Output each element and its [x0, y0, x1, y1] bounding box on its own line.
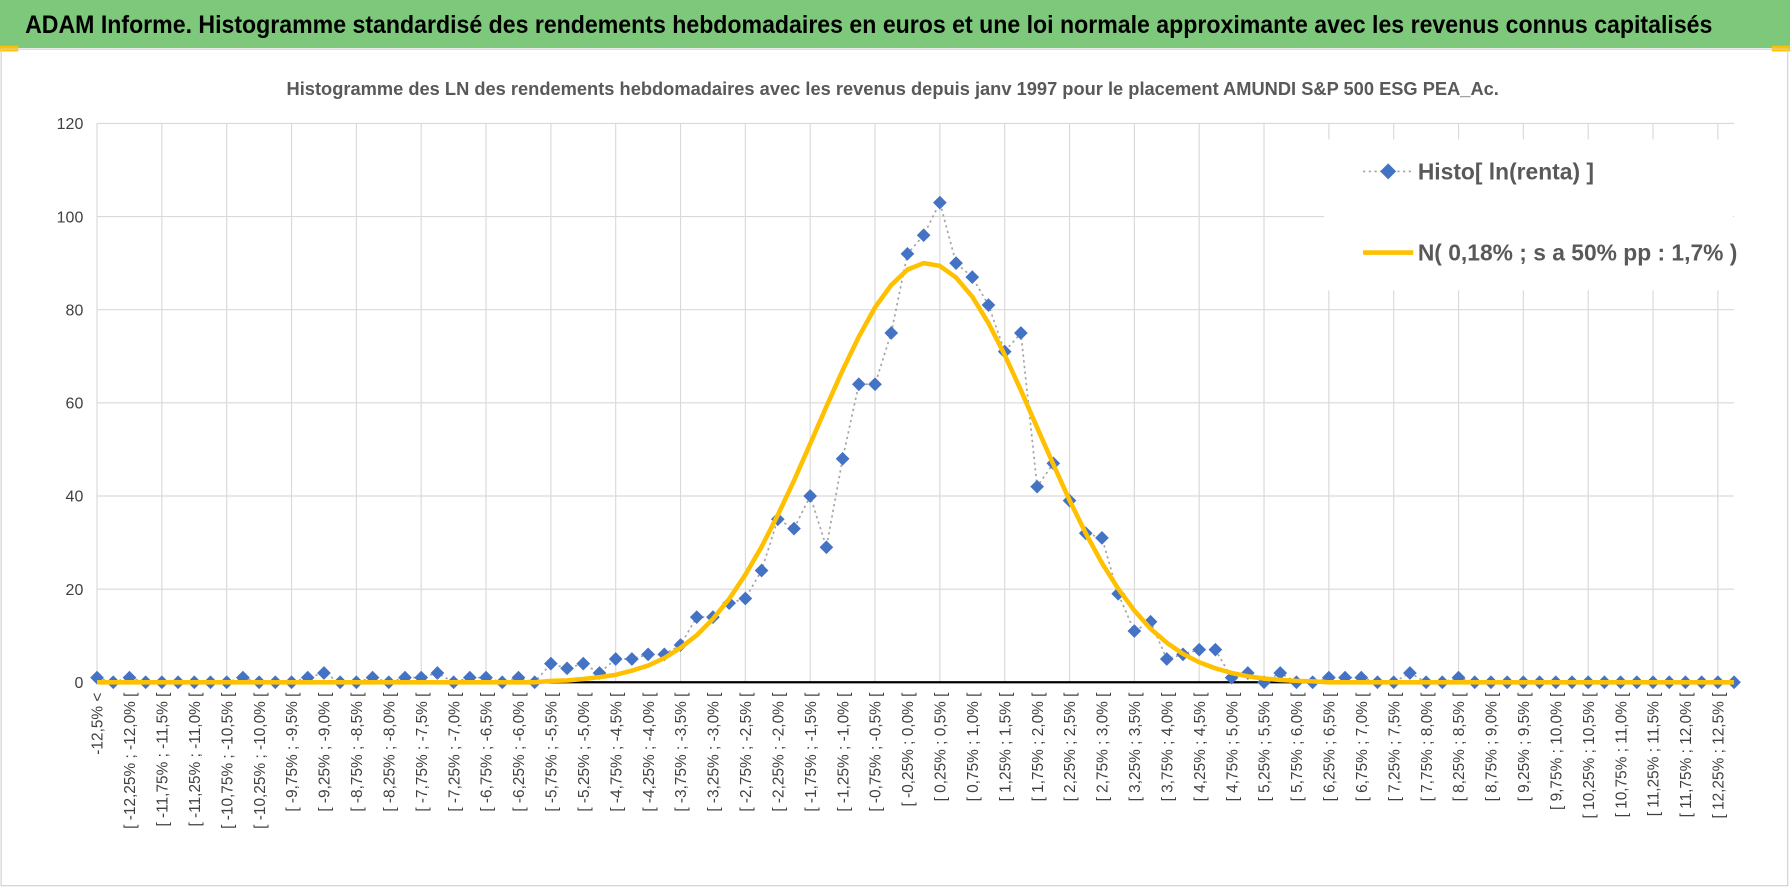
x-tick-label: [ 6,25% ; 6,5% [ — [1322, 692, 1339, 802]
x-tick-label: [ 4,75% ; 5,0% [ — [1224, 692, 1241, 802]
header-bar — [0, 0, 1790, 48]
x-tick-label: [ -1,75% ; -1,5% [ — [803, 692, 820, 812]
y-tick-label: 40 — [66, 489, 84, 506]
x-tick-label: [ 8,25% ; 8,5% [ — [1451, 692, 1468, 802]
x-tick-label: [ -8,75% ; -8,5% [ — [349, 692, 366, 812]
x-tick-label: [ 3,25% ; 3,5% [ — [1127, 692, 1144, 802]
x-tick-label: [ 6,75% ; 7,0% [ — [1354, 692, 1371, 802]
x-tick-label: [ -6,25% ; -6,0% [ — [511, 692, 528, 812]
x-tick-label: [ 1,75% ; 2,0% [ — [1030, 692, 1047, 802]
x-tick-label: [ -9,75% ; -9,5% [ — [284, 692, 301, 812]
y-tick-label: 80 — [66, 302, 84, 319]
data-point — [625, 652, 639, 666]
x-tick-label: [ 8,75% ; 9,0% [ — [1484, 692, 1501, 802]
x-tick-label: [ -7,75% ; -7,5% [ — [414, 692, 431, 812]
legend-box — [1324, 139, 1733, 291]
data-point — [916, 228, 931, 243]
x-tick-label: [ -8,25% ; -8,0% [ — [381, 692, 398, 812]
x-tick-label: [ -6,75% ; -6,5% [ — [479, 692, 496, 812]
x-tick-label: [ 5,75% ; 6,0% [ — [1289, 692, 1306, 802]
x-tick-label: [ -10,75% ; -10,5% [ — [219, 692, 236, 829]
x-tick-label: [ -10,25% ; -10,0% [ — [252, 692, 269, 829]
x-tick-label: [ -3,75% ; -3,5% [ — [673, 692, 690, 812]
y-tick-label: 20 — [66, 582, 84, 599]
x-tick-label: [ -4,25% ; -4,0% [ — [641, 692, 658, 812]
x-tick-label: [ 7,75% ; 8,0% [ — [1419, 692, 1436, 802]
x-tick-label: [ 2,75% ; 3,0% [ — [1095, 692, 1112, 802]
x-tick-label: [ -0,25% ; 0,0% [ — [900, 692, 917, 807]
data-point — [787, 521, 801, 536]
x-tick-label: [ 0,75% ; 1,0% [ — [965, 692, 982, 802]
data-point — [608, 652, 623, 666]
x-tick-label: [ -9,25% ; -9,0% [ — [317, 692, 334, 812]
data-point — [754, 563, 769, 578]
x-tick-label: [ -2,75% ; -2,5% [ — [738, 692, 755, 812]
x-tick-label: -12,5% < — [90, 693, 107, 755]
x-tick-label: [ 11,75% ; 12,0% [ — [1678, 692, 1695, 818]
x-tick-label: [ 7,25% ; 7,5% [ — [1386, 692, 1403, 802]
data-point — [430, 666, 445, 680]
x-tick-label: [ -12,25% ; -12,0% [ — [122, 692, 139, 829]
x-tick-label: [ 10,75% ; 11,0% [ — [1613, 692, 1630, 818]
x-tick-label: [ -3,25% ; -3,0% [ — [706, 692, 723, 812]
legend-marker — [1380, 163, 1397, 180]
legend-label: N( 0,18% ; s a 50% pp : 1,7% ) — [1418, 240, 1738, 266]
x-tick-label: [ -4,75% ; -4,5% [ — [608, 692, 625, 812]
chart-title: Histogramme des LN des rendements hebdom… — [287, 78, 1499, 99]
x-tick-label: [ 0,25% ; 0,5% [ — [933, 692, 950, 802]
y-tick-label: 60 — [66, 396, 84, 413]
data-point — [560, 661, 574, 676]
x-tick-label: [ 4,25% ; 4,5% [ — [1192, 692, 1209, 802]
data-point — [689, 610, 704, 624]
data-point — [576, 656, 591, 671]
data-point — [965, 270, 980, 284]
data-point — [1095, 531, 1109, 545]
x-tick-label: [ 9,75% ; 10,0% [ — [1548, 692, 1565, 810]
series-line — [97, 260, 1735, 685]
x-tick-label: [ 12,25% ; 12,5% [ — [1711, 692, 1728, 819]
data-point — [317, 666, 331, 680]
page-title: ADAM Informe. Histogramme standardisé de… — [25, 11, 1712, 39]
x-tick-label: [ -1,25% ; -1,0% [ — [835, 692, 852, 812]
data-point — [900, 246, 915, 261]
x-tick-label: [ 1,25% ; 1,5% [ — [997, 692, 1014, 802]
x-tick-label: [ -7,25% ; -7,0% [ — [446, 692, 463, 812]
y-tick-label: 100 — [57, 209, 84, 226]
x-tick-label: [ -5,25% ; -5,0% [ — [576, 692, 593, 812]
x-tick-label: [ -11,75% ; -11,5% [ — [155, 692, 172, 827]
x-tick-label: [ 3,75% ; 4,0% [ — [1159, 692, 1176, 802]
x-tick-label: [ -0,75% ; -0,5% [ — [868, 692, 885, 812]
x-tick-label: [ -2,25% ; -2,0% [ — [770, 692, 787, 812]
data-point — [819, 540, 834, 555]
data-point — [1030, 479, 1044, 494]
x-tick-label: [ -5,75% ; -5,5% [ — [544, 692, 561, 812]
x-tick-label: [ -11,25% ; -11,0% [ — [187, 692, 204, 827]
legend-label: Histo[ ln(renta) ] — [1418, 158, 1594, 184]
y-tick-label: 0 — [74, 675, 83, 692]
y-tick-label: 120 — [57, 116, 84, 133]
chart-border — [0, 48, 1789, 887]
data-point — [738, 591, 753, 606]
data-point — [641, 647, 655, 662]
data-point — [544, 656, 558, 671]
x-tick-label: [ 2,25% ; 2,5% [ — [1062, 692, 1079, 802]
x-tick-label: [ 5,25% ; 5,5% [ — [1257, 692, 1274, 802]
x-tick-label: [ 10,25% ; 10,5% [ — [1581, 692, 1598, 819]
data-point — [949, 256, 963, 270]
x-tick-label: [ 11,25% ; 11,5% [ — [1646, 692, 1663, 816]
x-tick-label: [ 9,25% ; 9,5% [ — [1516, 692, 1533, 802]
data-point — [933, 195, 947, 210]
